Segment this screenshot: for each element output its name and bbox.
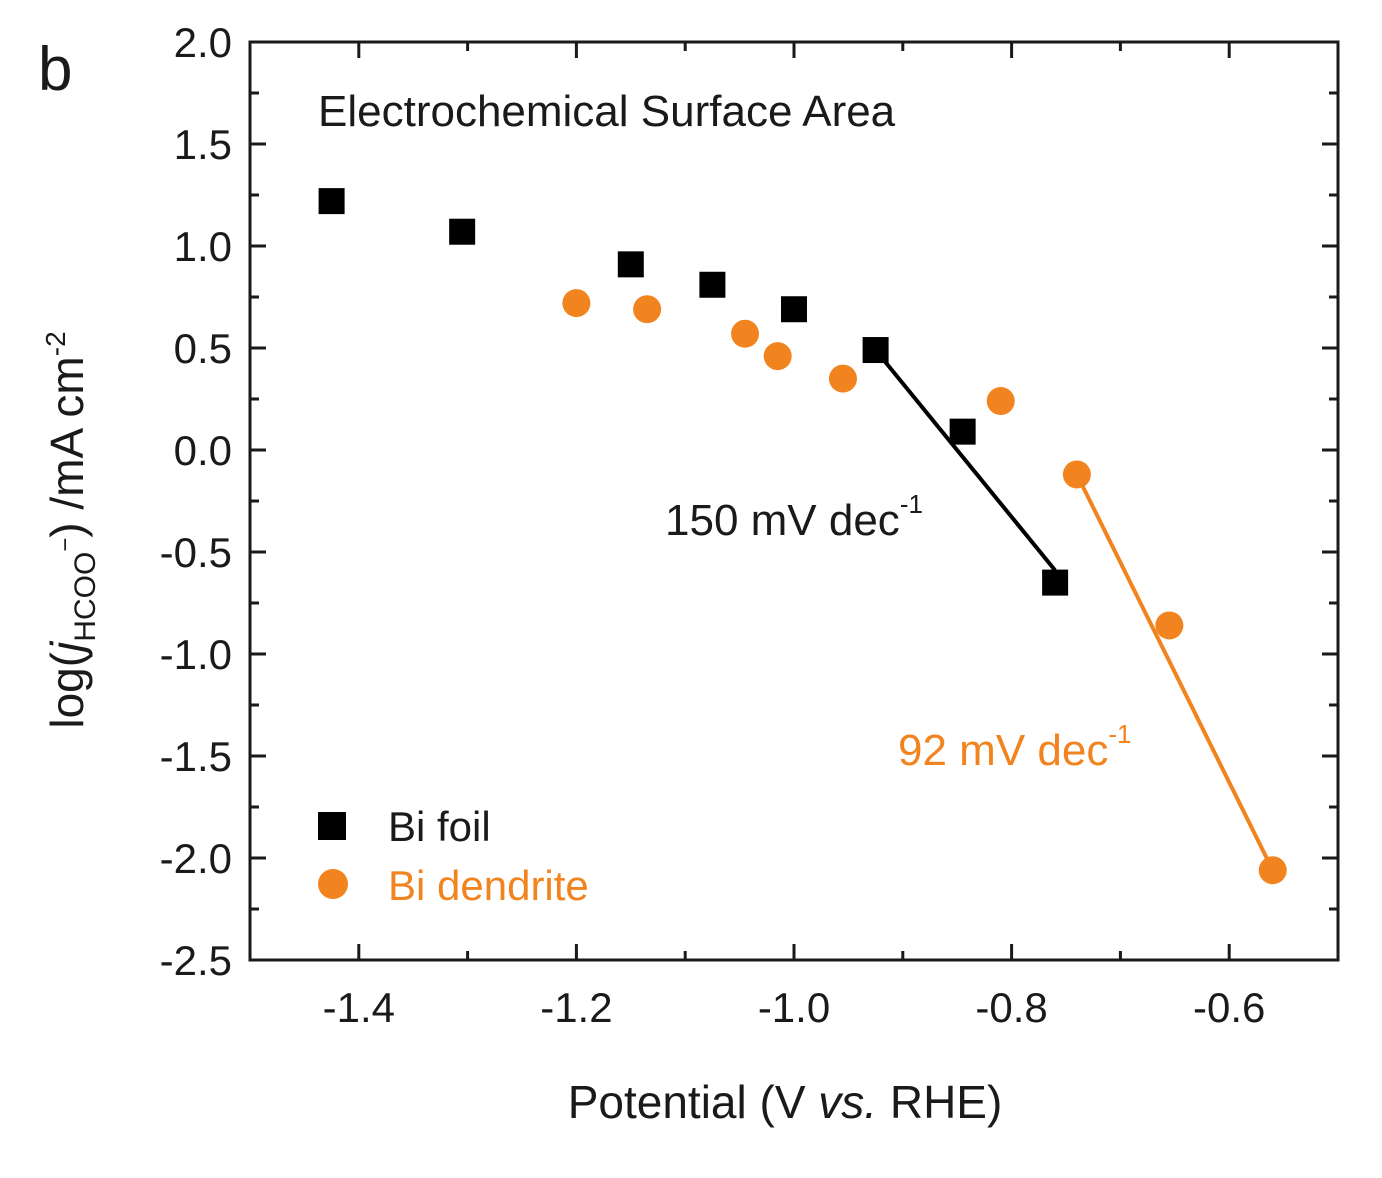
y-tick-label: 0.0 [174, 427, 232, 474]
fit-lines [874, 348, 1275, 872]
y-axis-label: log(jHCOO−) /mA cm-2 [40, 331, 102, 728]
x-tick-label: -0.8 [975, 984, 1047, 1031]
bi-foil-point [449, 218, 476, 245]
bi-foil-fit-line [874, 348, 1057, 572]
bi-foil-point [949, 418, 976, 445]
bi-foil-point [617, 251, 644, 278]
y-tick-label: 1.5 [174, 121, 232, 168]
y-tick-label: -2.0 [160, 835, 232, 882]
x-tick-label: -1.4 [323, 984, 395, 1031]
foil-slope-annotation: 150 mV dec-1 [665, 489, 923, 545]
bi-dendrite-point [828, 364, 857, 393]
bi-dendrite-point [731, 319, 760, 348]
bi-foil-point [1042, 569, 1069, 596]
bi-dendrite-point [1155, 611, 1184, 640]
y-tick-label: -1.5 [160, 733, 232, 780]
y-tick-label: 2.0 [174, 19, 232, 66]
x-axis-label: Potential (V vs. RHE) [568, 1076, 1003, 1128]
bi-foil-point [781, 296, 807, 323]
y-tick-label: -1.0 [160, 631, 232, 678]
bi-foil-point [862, 337, 889, 364]
bi-dendrite-point [1062, 460, 1091, 489]
x-tick-label: -0.6 [1193, 984, 1265, 1031]
x-tick-label: -1.2 [540, 984, 612, 1031]
bi-dendrite-point [633, 295, 662, 324]
panel-label: b [38, 35, 72, 104]
x-tick-labels: -1.4 -1.2 -1.0 -0.8 -0.6 [323, 984, 1266, 1031]
y-tick-label: 1.0 [174, 223, 232, 270]
y-tick-label: -0.5 [160, 529, 232, 576]
chart-title: Electrochemical Surface Area [318, 87, 896, 136]
legend-label-bi-foil: Bi foil [388, 803, 491, 850]
bi-dendrite-point [763, 342, 792, 371]
bi-foil-point [318, 188, 345, 215]
data-points [318, 188, 1287, 885]
legend-label-bi-dendrite: Bi dendrite [388, 862, 589, 909]
bi-foil-point [699, 271, 726, 298]
bi-dendrite-fit-line [1075, 473, 1275, 872]
axis-ticks [248, 40, 1340, 962]
legend: Bi foil Bi dendrite [318, 803, 589, 909]
y-tick-label: 0.5 [174, 325, 232, 372]
x-tick-label: -1.0 [758, 984, 830, 1031]
legend-marker-bi-dendrite [318, 869, 348, 899]
bi-dendrite-point [986, 387, 1015, 416]
bi-dendrite-point [562, 289, 591, 318]
y-tick-labels: 2.0 1.5 1.0 0.5 0.0 -0.5 -1.0 -1.5 -2.0 -2.5 [160, 19, 232, 984]
legend-marker-bi-foil [318, 812, 346, 840]
dendrite-slope-annotation: 92 mV dec-1 [898, 719, 1131, 775]
bi-dendrite-point [1258, 856, 1287, 885]
y-tick-label: -2.5 [160, 937, 232, 984]
